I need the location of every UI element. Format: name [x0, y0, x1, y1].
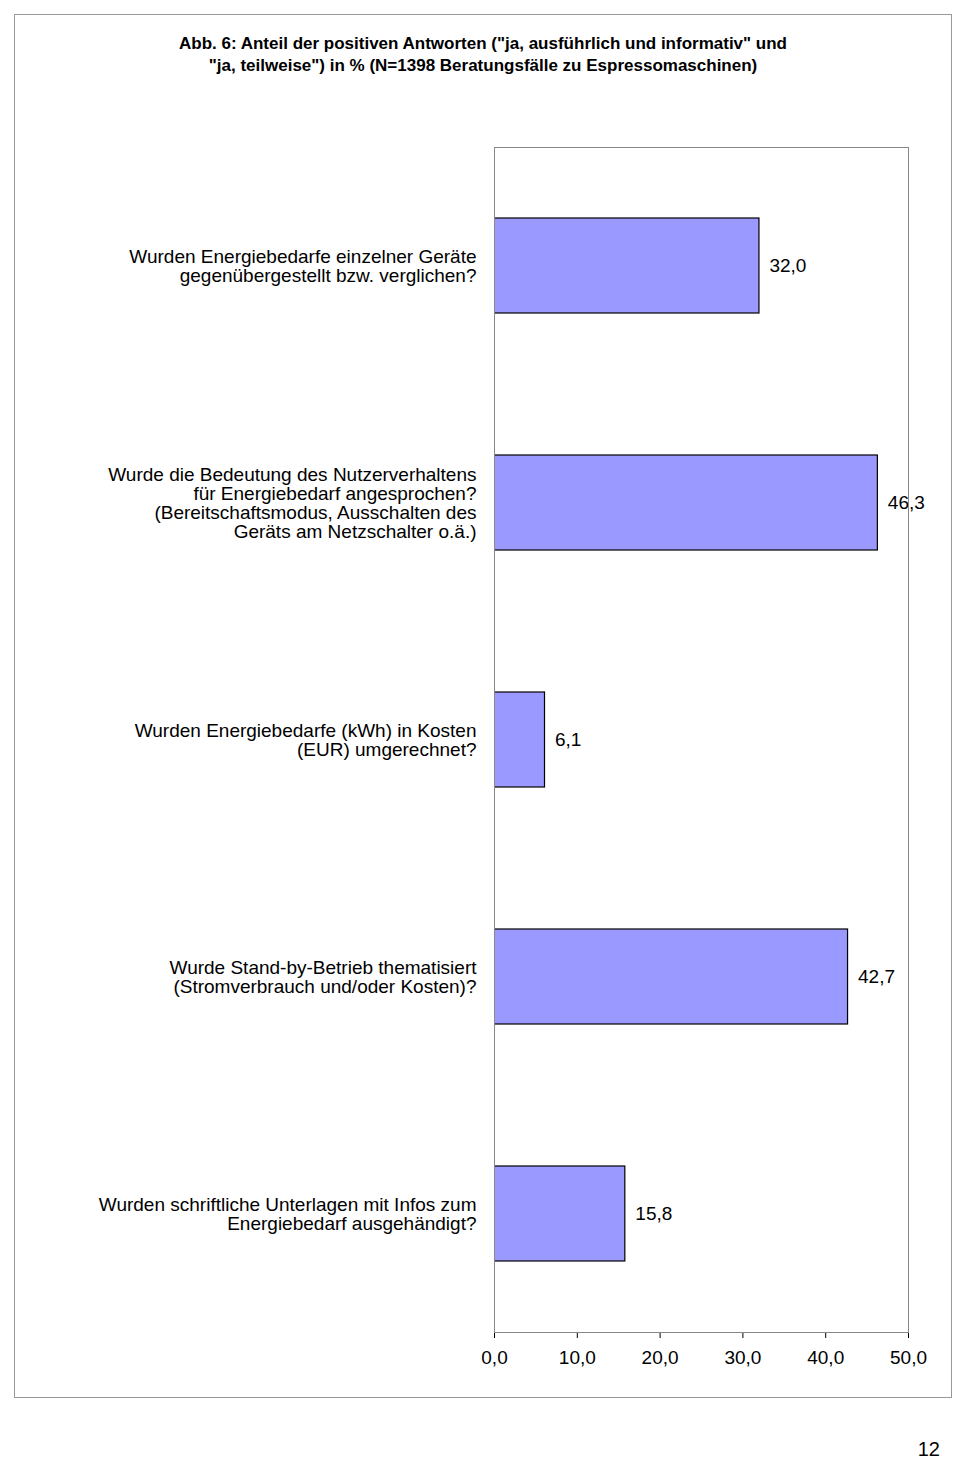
svg-text:0,0: 0,0 — [481, 1347, 507, 1368]
html-text:12: 12 — [917, 1438, 940, 1460]
svg-text:Wurde die Bedeutung des Nutzer: Wurde die Bedeutung des Nutzerverhaltens… — [108, 464, 476, 542]
svg-text:40,0: 40,0 — [807, 1347, 844, 1368]
svg-text:42,7: 42,7 — [858, 966, 895, 987]
svg-text:32,0: 32,0 — [769, 255, 806, 276]
svg-text:15,8: 15,8 — [635, 1203, 672, 1224]
svg-text:Wurden Energiebedarfe (kWh) in: Wurden Energiebedarfe (kWh) in Kosten(EU… — [135, 720, 477, 760]
svg-text:Wurden schriftliche Unterlagen: Wurden schriftliche Unterlagen mit Infos… — [99, 1194, 477, 1234]
svg-text:30,0: 30,0 — [724, 1347, 761, 1368]
svg-text:6,1: 6,1 — [555, 729, 581, 750]
svg-text:50,0: 50,0 — [890, 1347, 927, 1368]
html-text:Abb. 6: Anteil der positiven A: Abb. 6: Anteil der positiven Antworten (… — [179, 34, 787, 75]
svg-text:10,0: 10,0 — [559, 1347, 596, 1368]
svg-text:Wurden Energiebedarfe einzelne: Wurden Energiebedarfe einzelner Gerätege… — [129, 246, 476, 286]
svg-text:Wurde Stand-by-Betrieb themati: Wurde Stand-by-Betrieb thematisiert(Stro… — [170, 957, 478, 997]
svg-text:46,3: 46,3 — [888, 492, 925, 513]
svg-text:20,0: 20,0 — [642, 1347, 679, 1368]
